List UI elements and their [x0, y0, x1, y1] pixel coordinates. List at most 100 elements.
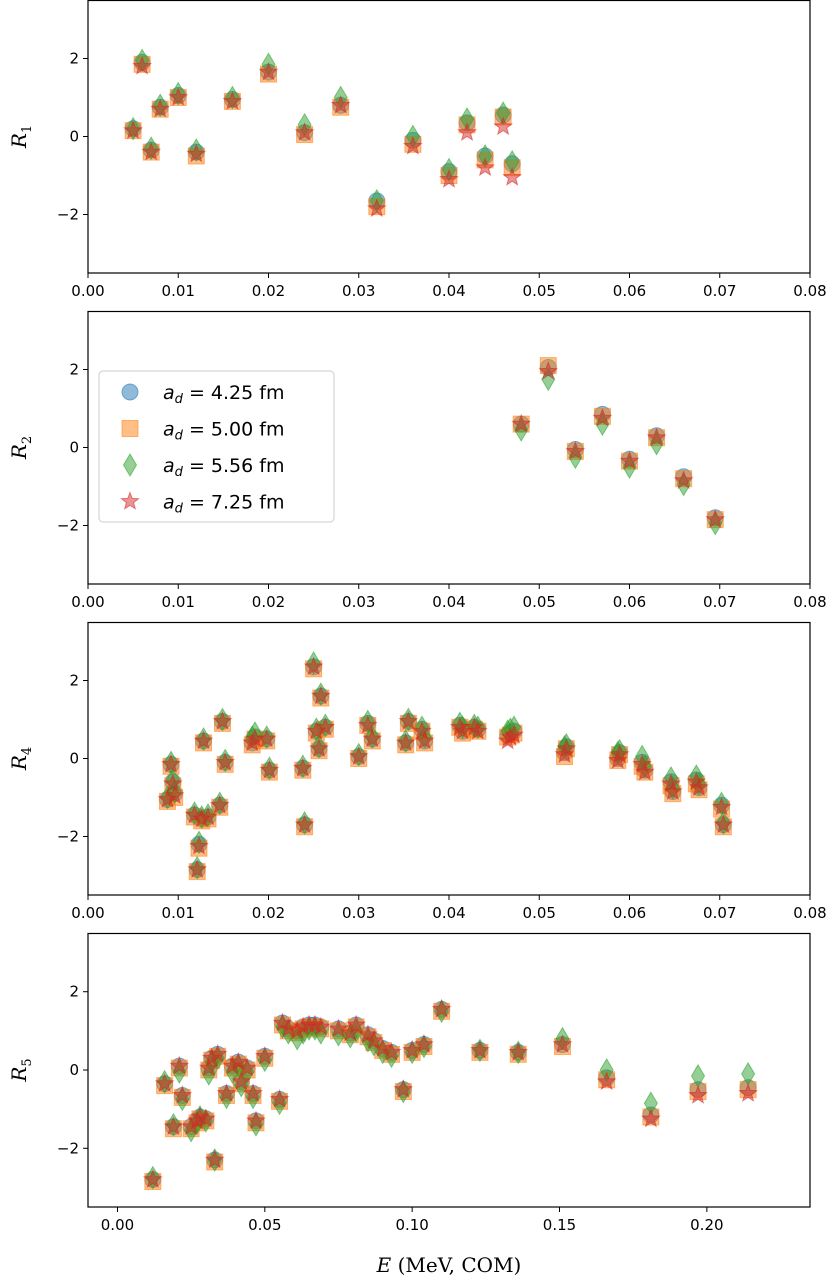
- point-a725-9: [198, 1057, 219, 1077]
- y-tick-label: −2: [57, 206, 79, 224]
- point-a725-0: [123, 120, 144, 140]
- point-a725-19: [246, 1110, 266, 1130]
- legend-label-a500: ad = 5.00 fm: [163, 419, 284, 444]
- x-axis-label: E (MeV, COM): [376, 1253, 522, 1277]
- point-a725-8: [193, 730, 214, 750]
- point-a725-29: [412, 720, 432, 740]
- point-a725-28: [398, 711, 419, 730]
- point-a725-17: [292, 757, 313, 777]
- point-a725-3: [164, 785, 185, 804]
- series-a725: [511, 361, 726, 529]
- series-a556: [514, 367, 723, 536]
- point-a725-15: [228, 1051, 249, 1071]
- point-a725-24: [348, 746, 369, 765]
- y-axis-label-var: R: [7, 133, 31, 149]
- point-a725-10: [209, 794, 230, 814]
- panel-3: 0.00 0.01 0.02 0.03 0.04 0.05 0.06 0.07 0.08 −2 0 2…: [7, 621, 827, 922]
- y-tick-label: −2: [57, 517, 79, 535]
- x-tick-label: 0.00: [101, 1216, 134, 1234]
- x-tick-label: 0.01: [162, 593, 195, 611]
- point-a725-5: [186, 143, 207, 163]
- point-a725-9: [198, 806, 218, 826]
- point-a725-8: [195, 1108, 216, 1128]
- legend-label-a425: ad = 4.25 fm: [163, 382, 284, 407]
- point-a725-3: [169, 1055, 190, 1075]
- point-a725-27: [395, 732, 416, 752]
- point-a725-44: [640, 1108, 661, 1128]
- point-a725-41: [508, 1041, 529, 1061]
- point-a725-3: [150, 98, 171, 118]
- point-a725-36: [393, 1079, 414, 1098]
- y-tick-label: −2: [57, 828, 79, 846]
- point-a725-10: [366, 198, 387, 218]
- point-a725-39: [431, 998, 452, 1018]
- point-a725-41: [609, 744, 630, 764]
- series-a500: [124, 55, 521, 216]
- x-tick-label: 0.08: [793, 593, 826, 611]
- point-a725-4: [168, 87, 189, 106]
- legend-rest: = 5.56 fm: [183, 455, 285, 477]
- point-a725-3: [592, 407, 613, 427]
- y-tick-label: −2: [57, 1139, 79, 1157]
- x-tick-label: 0.10: [395, 1216, 428, 1234]
- point-a725-15: [256, 728, 277, 748]
- legend-var: a: [163, 455, 175, 477]
- y-axis-label-var: R: [7, 755, 31, 771]
- panel-2: 0.00 0.01 0.02 0.03 0.04 0.05 0.06 0.07 0.08 −2 0 2…: [7, 310, 827, 611]
- point-a725-15: [493, 116, 514, 136]
- y-axis-label-2: R2: [7, 436, 35, 460]
- legend-box: [98, 370, 335, 523]
- point-a725-1: [538, 361, 559, 380]
- legend-marker-a725: [120, 491, 140, 510]
- y-axis-label-sub: 1: [20, 125, 35, 133]
- point-a725-14: [475, 157, 496, 177]
- point-a725-26: [362, 728, 383, 748]
- x-tick-label: 0.05: [248, 1216, 281, 1234]
- point-a725-16: [502, 167, 523, 186]
- point-a725-11: [402, 135, 423, 155]
- point-a725-1: [154, 1073, 175, 1093]
- legend-label-a725: ad = 7.25 fm: [163, 492, 284, 517]
- point-a725-37: [504, 724, 524, 744]
- x-tick-label: 0.03: [342, 593, 375, 611]
- point-a725-11: [212, 711, 233, 730]
- x-tick-label: 0.01: [162, 282, 195, 300]
- y-axis-label-sub: 2: [20, 436, 35, 444]
- x-tick-label: 0.00: [71, 904, 104, 922]
- point-a725-23: [315, 716, 336, 736]
- point-a725-37: [402, 1040, 423, 1059]
- legend-rest: = 5.00 fm: [183, 419, 285, 441]
- point-a725-0: [142, 1169, 163, 1189]
- point-a725-39: [556, 738, 577, 758]
- x-tick-label: 0.03: [342, 282, 375, 300]
- point-a725-1: [161, 753, 181, 773]
- panel-3-points: [157, 650, 734, 881]
- x-axis-label-var: E: [376, 1253, 392, 1277]
- panel-1: 0.00 0.01 0.02 0.03 0.04 0.05 0.06 0.07 0.08 −2 0 2…: [7, 0, 827, 300]
- legend-var: a: [163, 419, 175, 441]
- point-a725-21: [309, 738, 329, 758]
- panel-2-points: [511, 357, 726, 536]
- point-a725-9: [330, 94, 351, 114]
- legend-marker-a425: [121, 383, 139, 401]
- x-axis-label-rest: (MeV, COM): [391, 1253, 521, 1277]
- x-tick-label: 0.02: [252, 904, 285, 922]
- y-tick-label: 2: [69, 50, 79, 68]
- point-a725-6: [673, 470, 694, 490]
- point-a725-2: [162, 773, 183, 793]
- y-tick-label: 2: [69, 983, 79, 1001]
- series-a425: [144, 1000, 757, 1189]
- x-tick-label: 0.04: [432, 282, 465, 300]
- x-tick-label: 0.04: [432, 593, 465, 611]
- point-a725-49: [713, 814, 734, 834]
- point-a725-5: [646, 427, 667, 447]
- point-a725-2: [163, 1116, 184, 1136]
- legend-sub: d: [175, 429, 184, 444]
- point-a725-13: [457, 122, 477, 142]
- point-a725-6: [222, 90, 243, 110]
- x-tick-label: 0.07: [703, 904, 736, 922]
- x-tick-label: 0.07: [703, 593, 736, 611]
- point-a725-4: [619, 450, 640, 470]
- point-a725-42: [632, 753, 653, 773]
- point-a725-19: [303, 656, 324, 676]
